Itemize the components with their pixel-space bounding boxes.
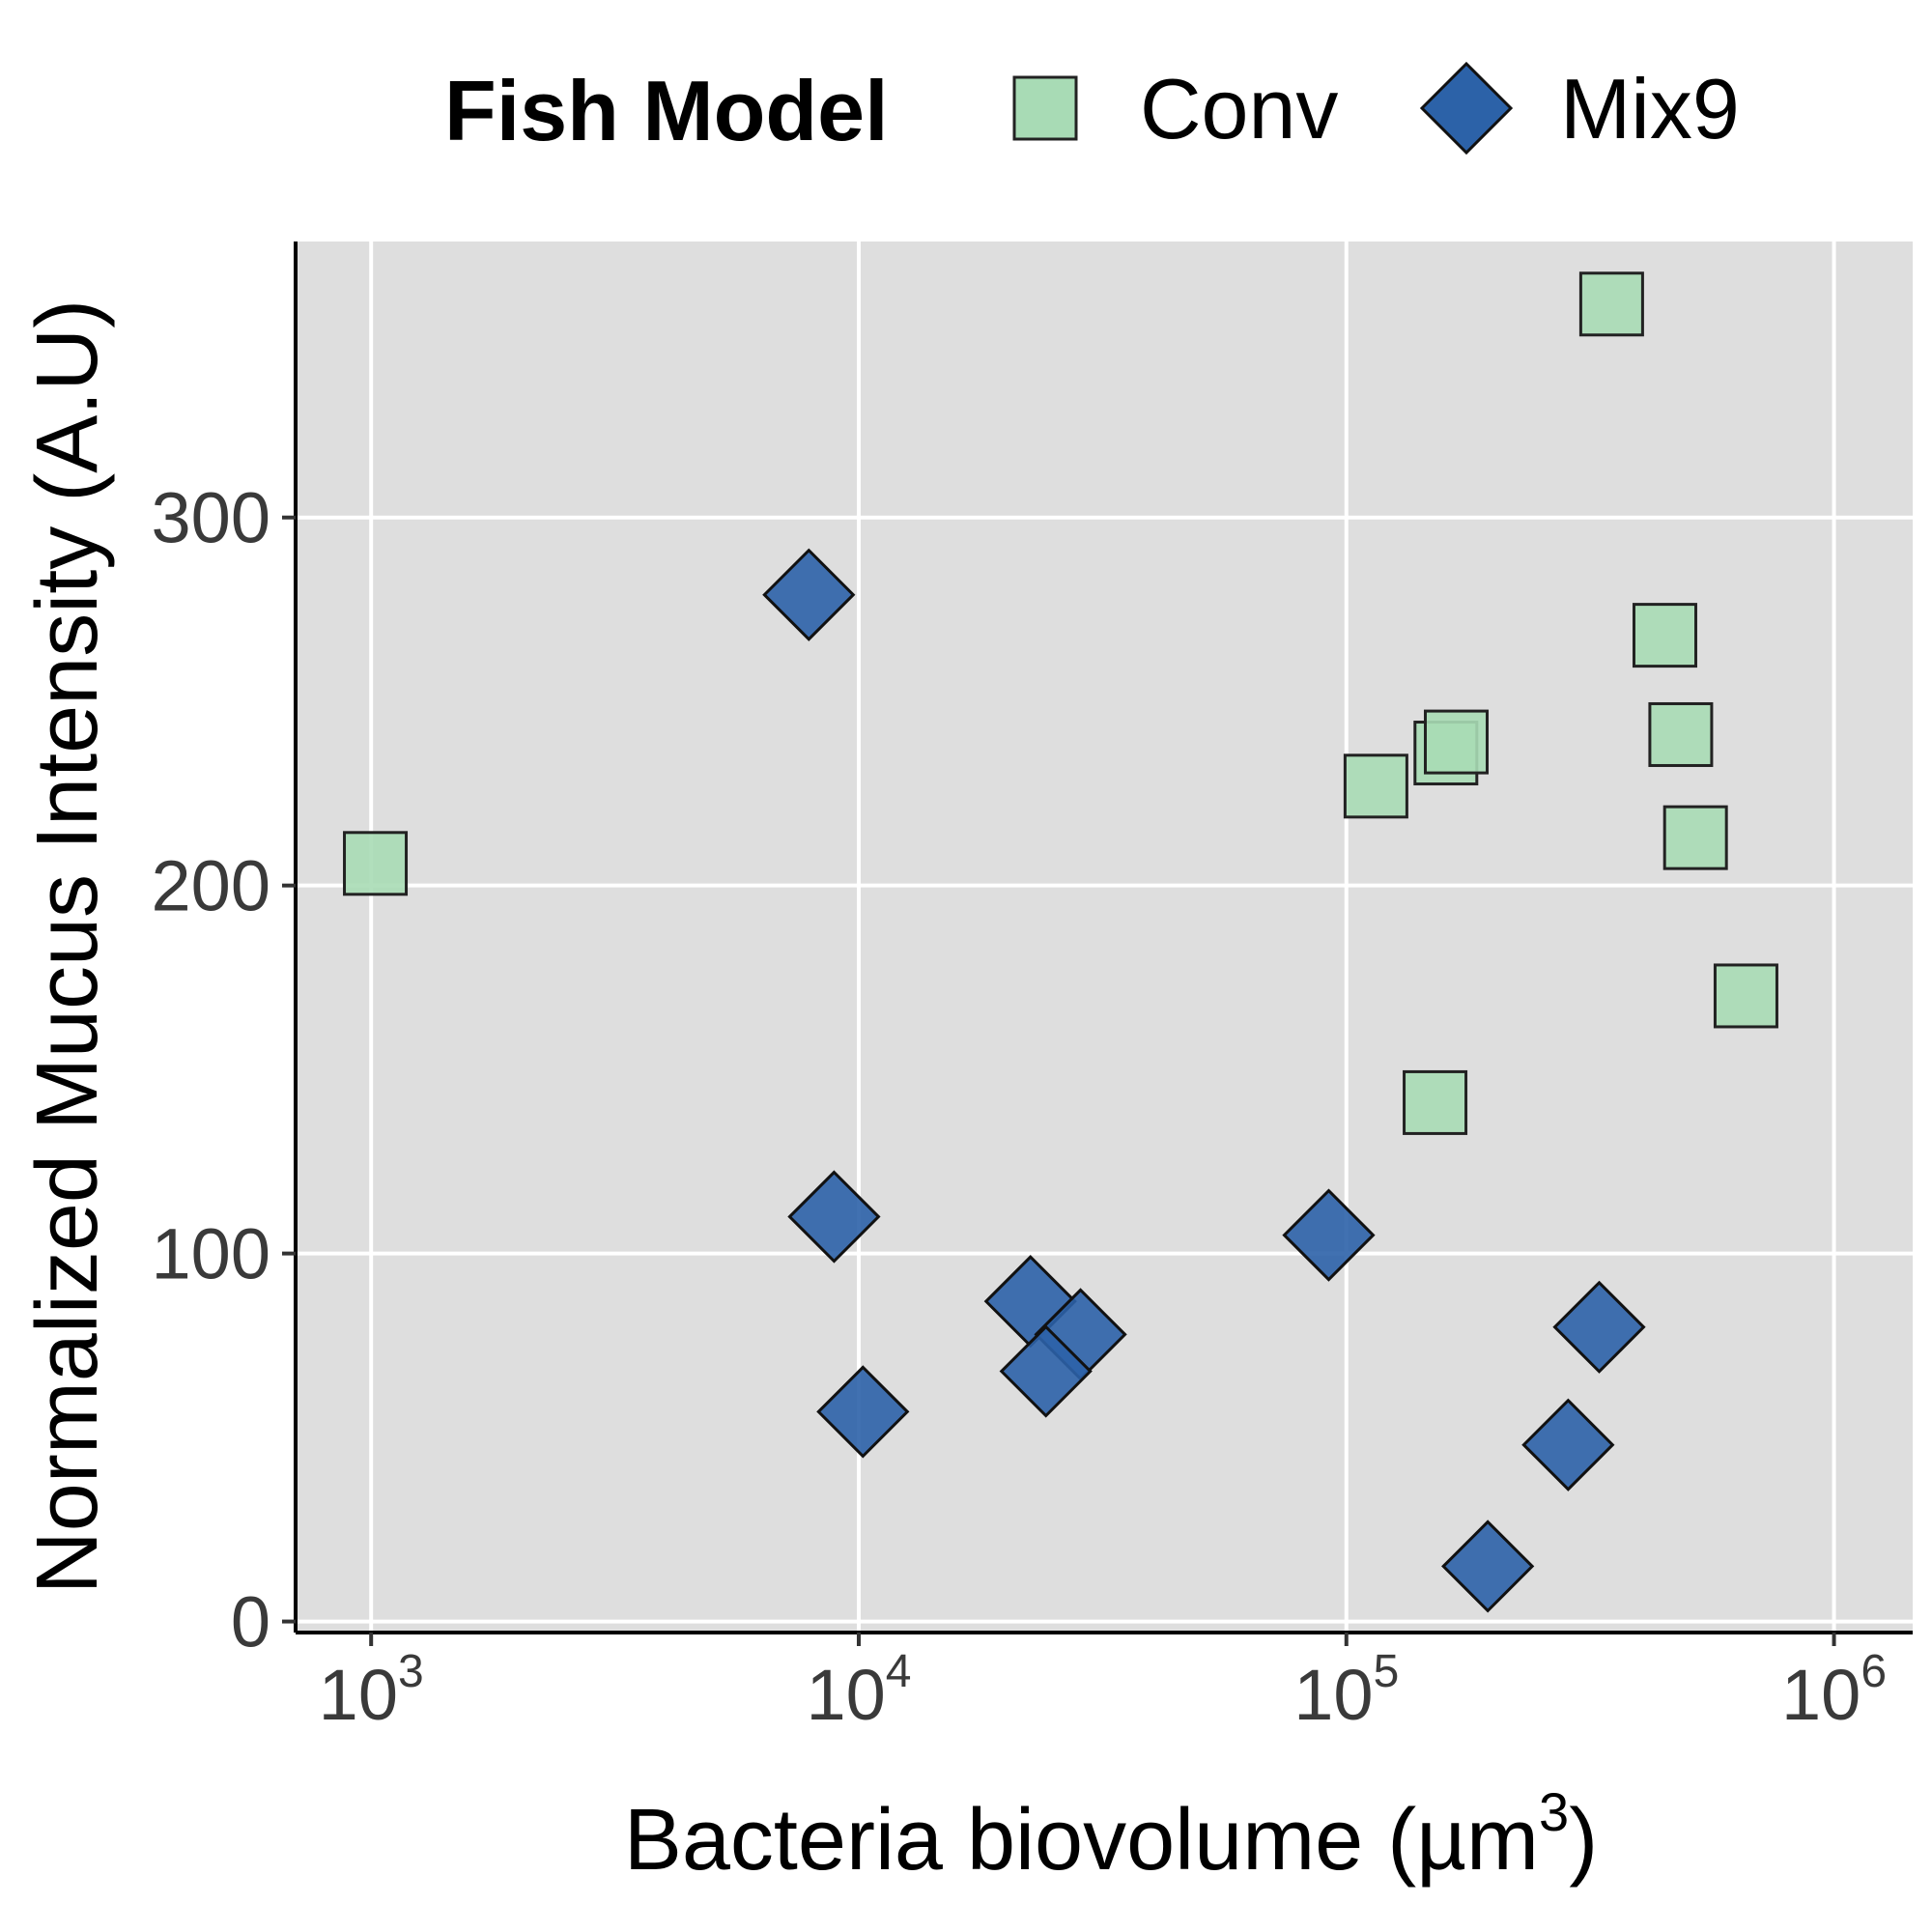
y-tick-label: 200 (152, 846, 270, 926)
legend-label-conv: Conv (1140, 61, 1338, 156)
x-tick-exponent: 3 (398, 1646, 424, 1697)
x-axis-title-text: Bacteria biovolume (µm (624, 1792, 1539, 1889)
point-conv (1632, 603, 1697, 668)
point-mix9 (787, 1170, 881, 1264)
legend-key-mix9 (1419, 61, 1514, 156)
y-tick-label: 300 (152, 478, 270, 558)
data-points (343, 271, 1778, 1613)
grid-lines (296, 242, 1913, 1633)
point-conv (1578, 271, 1644, 337)
x-tick-label: 106 (1781, 1646, 1887, 1735)
x-tick-base: 10 (1781, 1655, 1861, 1735)
x-tick-exponent: 6 (1861, 1646, 1887, 1697)
x-tick-base: 10 (806, 1655, 885, 1735)
x-tick-label: 105 (1293, 1646, 1399, 1735)
x-tick-label: 103 (319, 1646, 424, 1735)
y-tick-label: 0 (231, 1582, 270, 1662)
axes (294, 242, 1913, 1634)
point-conv (1403, 1069, 1468, 1135)
point-conv (1343, 753, 1408, 819)
x-axis-title-superscript: 3 (1539, 1781, 1569, 1842)
point-mix9 (1521, 1398, 1615, 1492)
point-conv (1713, 963, 1778, 1029)
point-mix9 (816, 1365, 910, 1459)
legend-key-conv (1012, 75, 1078, 141)
point-mix9 (999, 1324, 1093, 1418)
point-conv (1662, 805, 1728, 870)
point-mix9 (1441, 1520, 1535, 1613)
y-tick-label: 100 (152, 1214, 270, 1294)
x-tick-base: 10 (1293, 1655, 1373, 1735)
legend: Fish Model Conv Mix9 (444, 61, 1740, 158)
point-conv (1648, 701, 1714, 767)
x-axis-title: Bacteria biovolume (µm3) (624, 1781, 1598, 1889)
x-tick-base: 10 (319, 1655, 398, 1735)
point-conv (343, 831, 409, 896)
plot-panel (296, 242, 1913, 1633)
point-conv (1423, 709, 1489, 775)
legend-label-mix9: Mix9 (1560, 61, 1740, 156)
x-tick-label: 104 (806, 1646, 911, 1735)
point-mix9 (1552, 1280, 1646, 1374)
legend-title: Fish Model (444, 63, 889, 158)
x-tick-exponent: 5 (1374, 1646, 1400, 1697)
x-axis-title-close: ) (1569, 1792, 1598, 1889)
y-axis-title: Normalized Mucus Intensity (A.U) (19, 299, 116, 1594)
point-mix9 (762, 548, 856, 641)
point-mix9 (1282, 1188, 1376, 1282)
x-tick-exponent: 4 (886, 1646, 912, 1697)
